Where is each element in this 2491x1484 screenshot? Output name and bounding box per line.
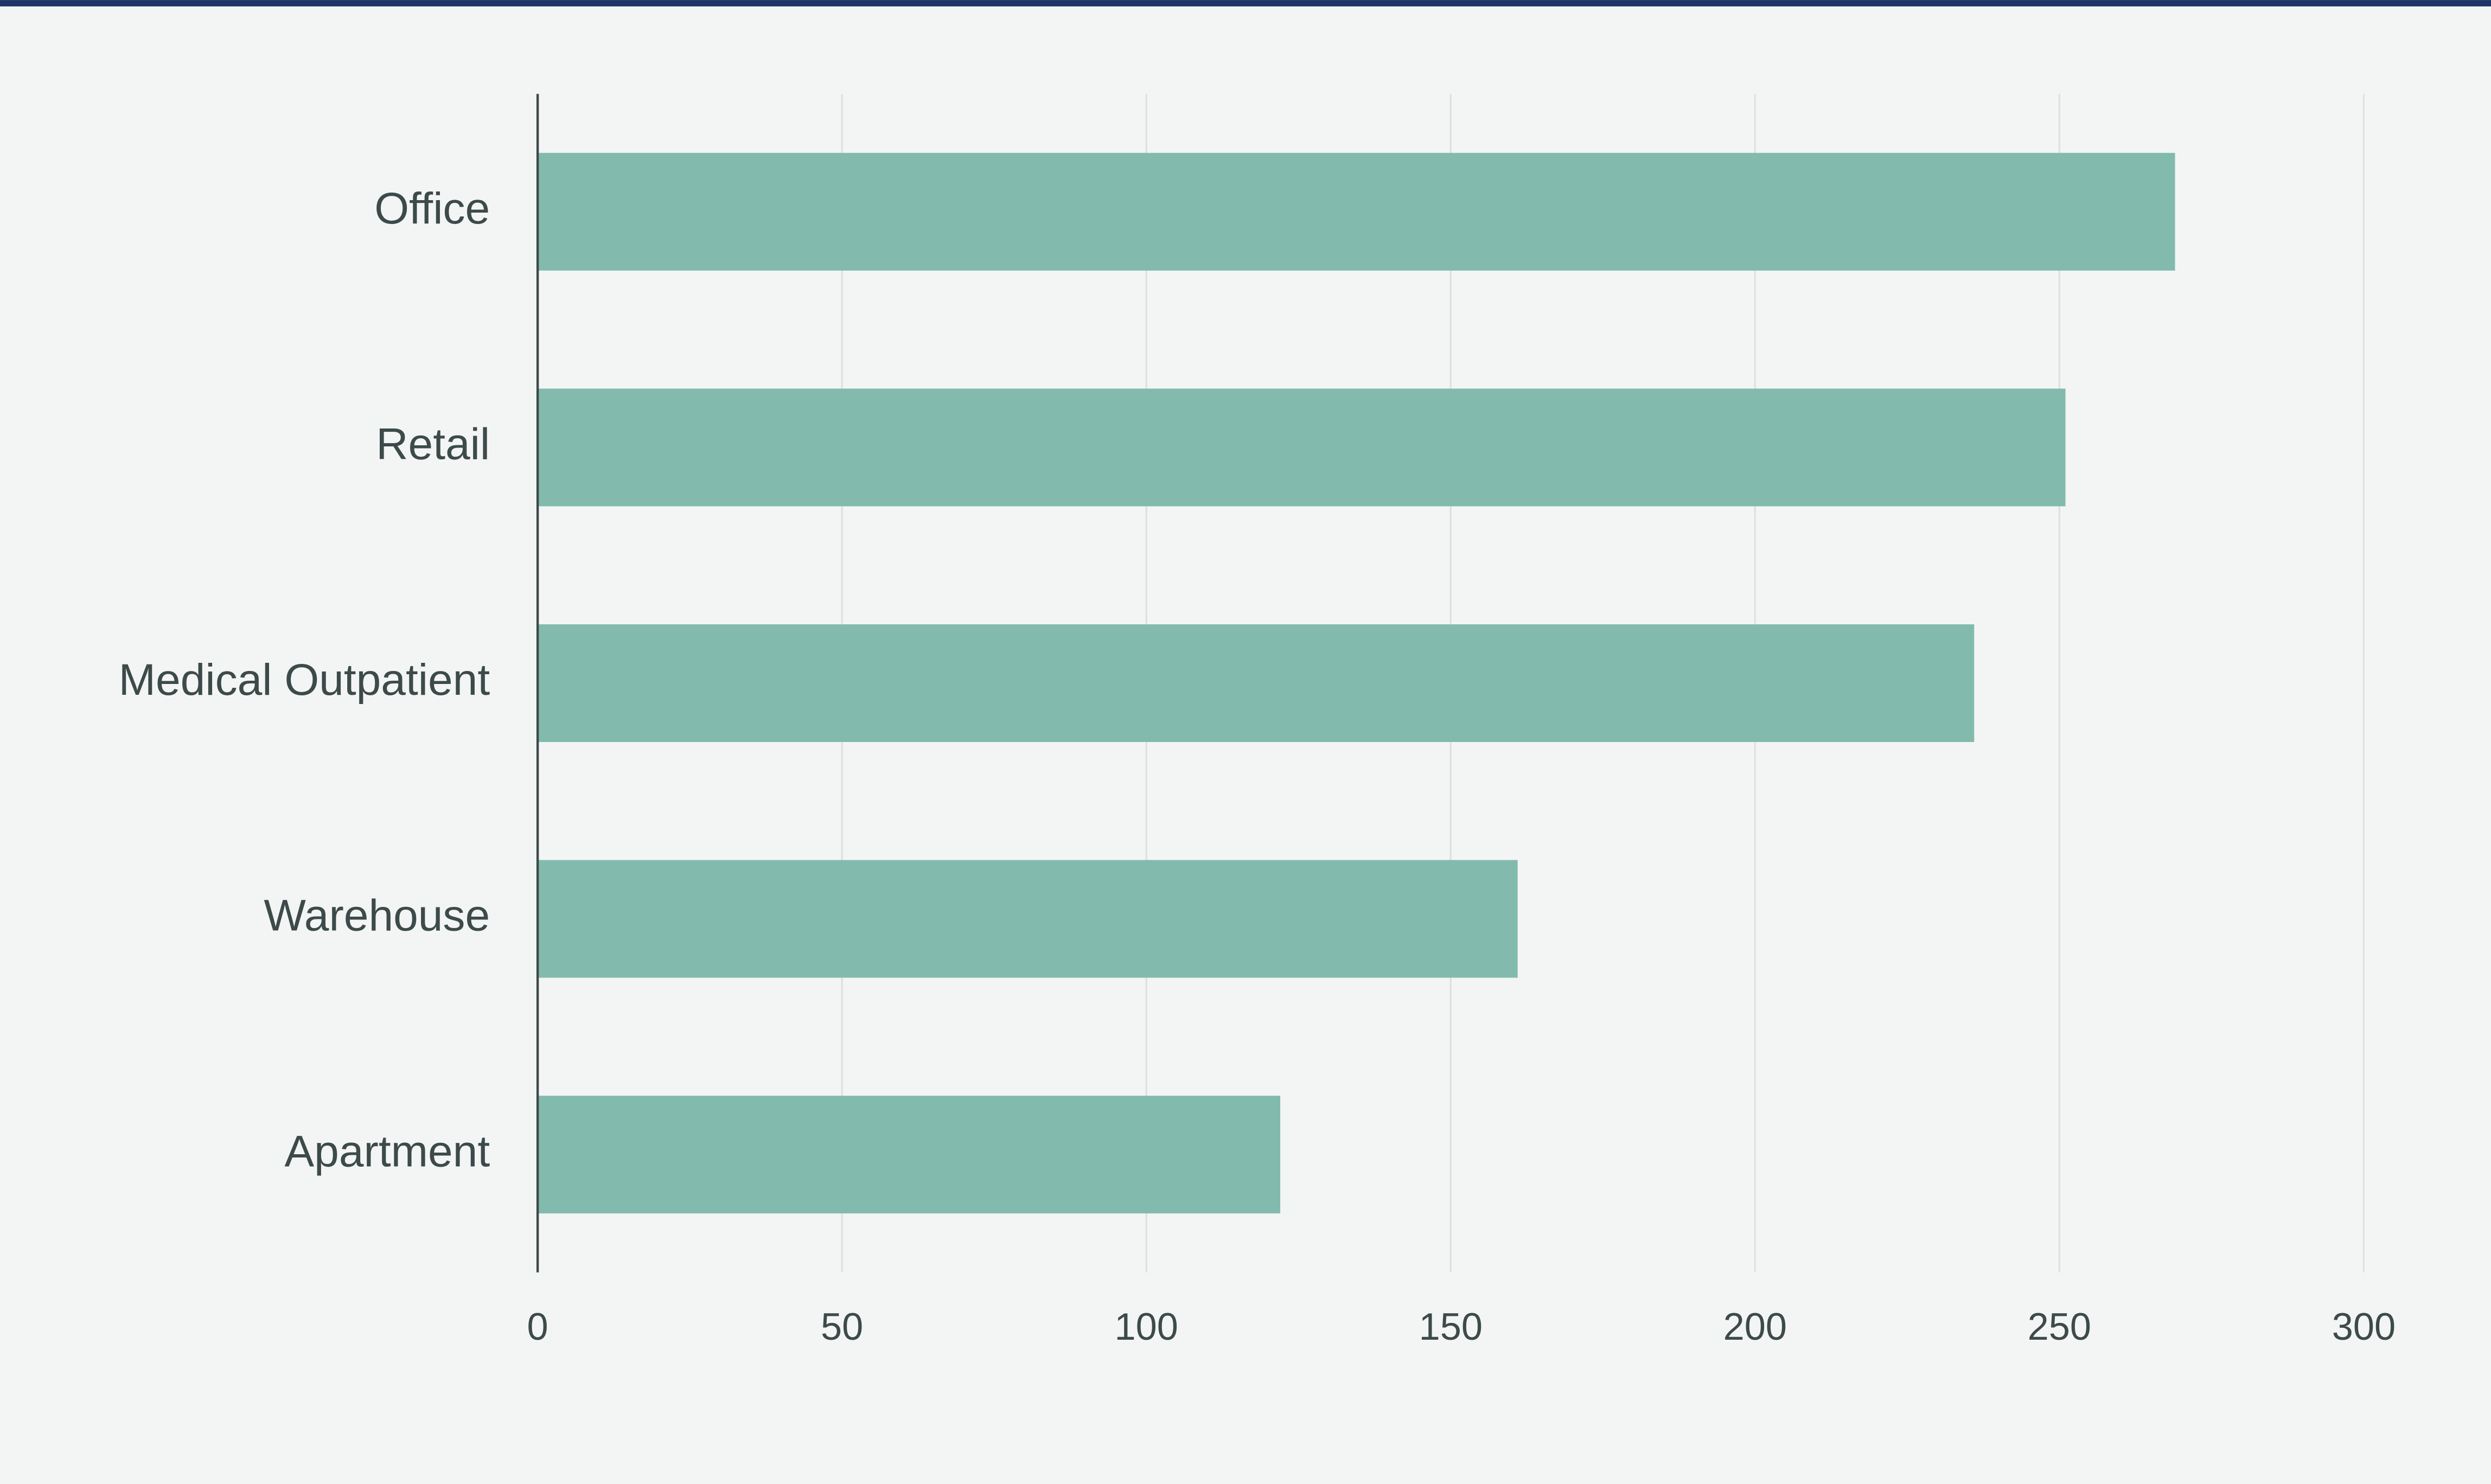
x-tick-label: 150: [1419, 1305, 1483, 1348]
bar: [538, 624, 1975, 742]
x-tick-label: 300: [2332, 1305, 2396, 1348]
y-tick-label: Medical Outpatient: [119, 655, 490, 705]
top-border: [0, 0, 2491, 7]
bar: [538, 1096, 1281, 1214]
x-tick-label: 50: [821, 1305, 863, 1348]
y-tick-label: Office: [374, 184, 490, 233]
bar: [538, 152, 2175, 271]
y-tick-label: Apartment: [284, 1127, 490, 1176]
x-tick-label: 250: [2028, 1305, 2091, 1348]
x-tick-label: 0: [527, 1305, 548, 1348]
bar: [538, 388, 2066, 507]
y-tick-label: Warehouse: [264, 891, 490, 941]
x-tick-label: 200: [1723, 1305, 1787, 1348]
y-tick-label: Retail: [376, 420, 490, 469]
x-tick-label: 100: [1115, 1305, 1178, 1348]
bar: [538, 860, 1518, 978]
